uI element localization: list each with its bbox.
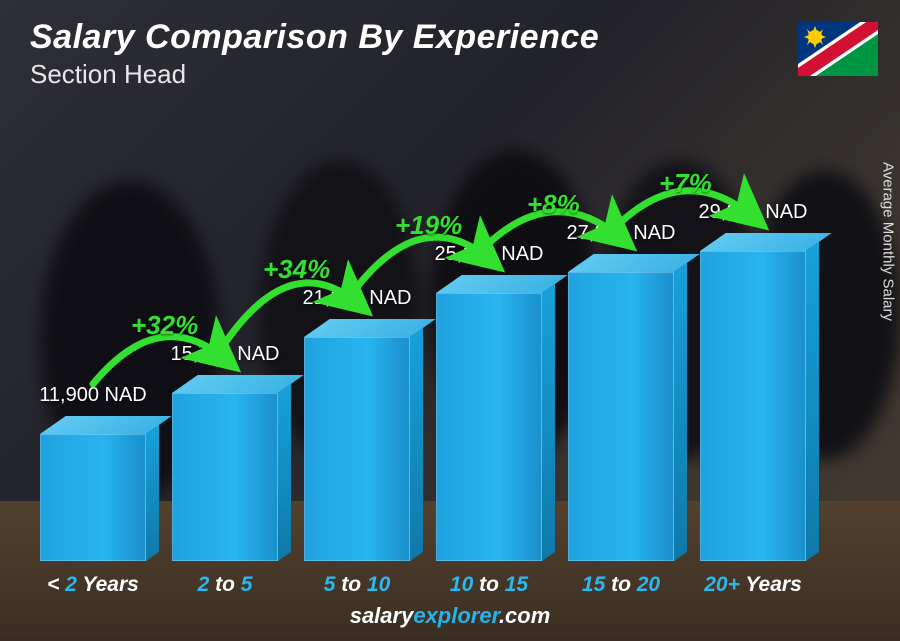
bar-x-label: 10 to 15 — [450, 573, 528, 597]
bar-x-label: 15 to 20 — [582, 573, 660, 597]
page-subtitle: Section Head — [30, 59, 599, 90]
bar-x-label: < 2 Years — [47, 573, 139, 597]
bar-chart: 11,900 NAD < 2 Years 15,700 NAD 2 to 5 2… — [40, 100, 840, 561]
namibia-flag-icon — [798, 22, 878, 76]
brand-domain: .com — [499, 603, 550, 628]
header: Salary Comparison By Experience Section … — [30, 18, 599, 90]
brand-suffix: explorer — [413, 603, 499, 628]
increase-arc-4: +7% — [40, 100, 840, 561]
increase-pct-label: +7% — [659, 168, 712, 199]
bar-x-label: 2 to 5 — [198, 573, 253, 597]
bar-x-label: 20+ Years — [704, 573, 802, 597]
bar-x-label: 5 to 10 — [324, 573, 391, 597]
brand-prefix: salary — [350, 603, 414, 628]
footer-brand: salaryexplorer.com — [0, 603, 900, 629]
page-title: Salary Comparison By Experience — [30, 18, 599, 57]
y-axis-label: Average Monthly Salary — [880, 162, 897, 321]
